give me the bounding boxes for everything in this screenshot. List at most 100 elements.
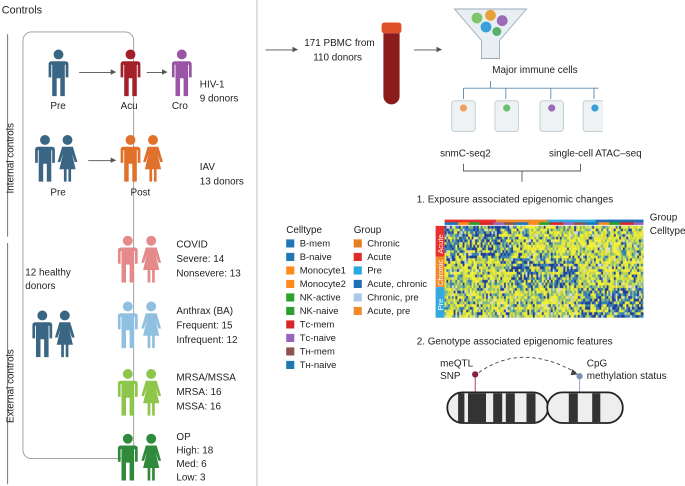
cpg-label: CpG [586,358,608,369]
row-chronic-bar: Chronic [435,256,445,288]
row-pre-bar: Pre [435,287,445,318]
woman-icon [140,369,162,416]
hiv-detail: 9 donors [199,93,239,105]
legend-label: NK-naive [299,306,339,317]
covid-detail: Nonsevere: 13 [176,268,241,279]
internal-bracket [7,34,9,237]
internal-controls-label: Internal controls [5,123,17,194]
person-icon [48,50,70,97]
snp-label: meQTL [440,358,474,369]
man-icon [32,311,54,358]
legend-swatch [353,279,362,288]
woman-icon [140,434,162,481]
legend-swatch [286,293,295,302]
covid-title: COVID [176,239,208,251]
iav-detail: 13 donors [199,176,244,188]
cpg-label: methylation status [586,370,667,382]
legend-item: Acute, pre [353,306,427,320]
man-icon [117,434,139,481]
anthrax-title: Anthrax (BA) [176,306,234,317]
stage-pre-label: Pre [50,187,66,198]
mrsa-detail: MRSA: 16 [176,387,222,398]
legend-swatch [353,293,362,302]
legend-swatch [353,239,362,248]
celltype-track-label: Celltype [649,225,685,237]
legend-item: Monocyte1 [286,266,346,280]
legend-swatch [286,239,295,248]
person-icon [171,50,193,97]
cell-tubes-icon [451,81,603,132]
legend-swatch [286,266,295,275]
legend-label: Chronic [367,238,400,250]
woman-icon [140,302,162,349]
stage-cro-label: Cro [171,100,188,112]
legend-item: Chronic, pre [353,293,427,307]
op-title: OP [176,432,191,443]
man-icon [117,369,139,416]
man-icon [34,135,56,182]
group-track-label: Group [649,212,678,224]
legend-swatch [353,252,362,261]
major-immune-cells-label: Major immune cells [492,64,578,76]
snp-label: SNP [440,370,461,382]
healthy-label: donors [25,280,56,292]
stage-post-label: Post [130,187,151,198]
healthy-label: 12 healthy [25,267,71,279]
legend-item: B-naive [286,252,346,266]
op-detail: Low: 3 [176,472,206,484]
legend-swatch [286,360,295,369]
controls-title: Controls [1,3,43,17]
anthrax-detail: Infrequent: 12 [176,334,238,346]
legend-label: Acute, chronic [367,279,428,290]
iav-title: IAV [199,162,216,173]
legend-item: Monocyte2 [286,279,346,293]
man-icon [120,135,142,182]
legend-label: Tᴄ-mem [299,319,335,331]
divider [256,0,258,486]
hiv-title: HIV-1 [199,79,225,90]
legend-item: Tʜ-mem [286,347,346,361]
man-icon [117,236,139,283]
legend-swatch [353,306,362,315]
op-detail: High: 18 [176,445,214,457]
heatmap [444,219,644,318]
legend-swatch [353,266,362,275]
legend-label: B-mem [299,238,331,250]
arrow [88,157,117,163]
group-legend: Group Chronic Acute Pre Acute, chronic Chron… [353,225,427,317]
assay-atac-label: single-cell ATAC–seq [549,148,642,160]
section2-title: 2. Genotype associated epigenomic featur… [416,336,613,348]
legend-item: Tᴄ-mem [286,320,346,334]
chromosome-diagram [446,356,624,424]
legend-item: Acute, chronic [353,279,428,293]
legend-item: Tᴄ-naive [286,333,346,347]
legend-label: Pre [367,265,382,277]
anthrax-detail: Frequent: 15 [176,320,233,332]
legend-item: Chronic [353,238,427,253]
legend-item: NK-active [286,293,346,307]
person-icon [120,50,142,97]
arrow [414,46,442,53]
legend-label: Tᴄ-naive [299,333,336,344]
pbmc-label: 110 donors [313,52,363,63]
arrow [146,69,168,75]
legend-item: NK-naive [286,306,346,320]
legend-item: Tʜ-naive [286,360,346,374]
arrow [265,46,298,53]
man-icon [117,302,139,349]
legend-label: Acute, pre [367,306,411,317]
legend-swatch [286,333,295,342]
arrow [79,69,117,75]
celltype-legend: Celltype B-mem B-naive Monocyte1 Monocyte2 N… [286,225,346,371]
covid-detail: Severe: 14 [176,253,225,265]
stage-pre-label: Pre [50,100,66,112]
legend-title: Group [353,225,382,236]
legend-item: Pre [353,265,427,280]
legend-swatch [286,252,295,261]
pbmc-label: 171 PBMC from [304,37,375,49]
row-acute-bar: Acute [435,225,445,257]
legend-item: Acute [353,252,427,266]
legend-swatch [286,279,295,288]
merge-bracket [463,163,581,182]
